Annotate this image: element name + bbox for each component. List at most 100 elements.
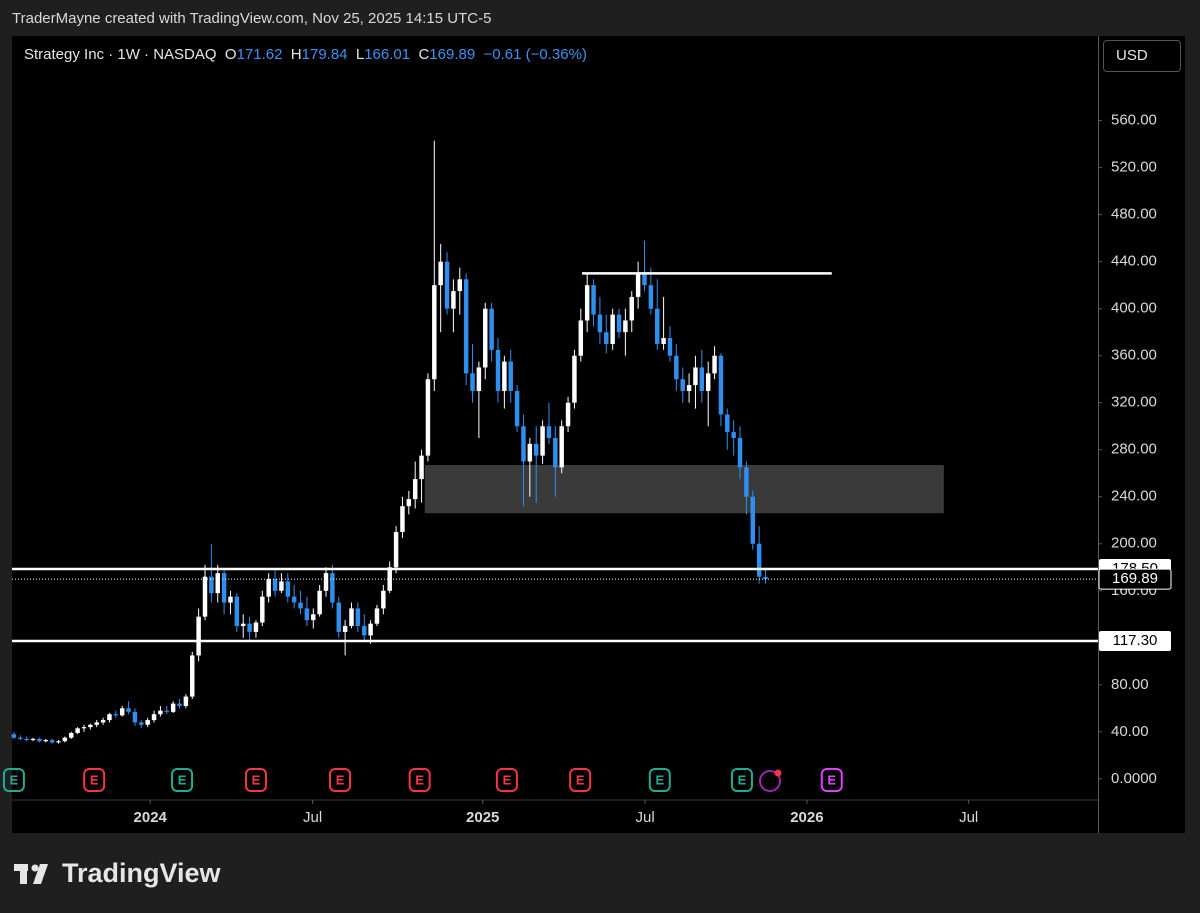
candle-body — [234, 596, 240, 627]
candle-body — [253, 622, 259, 632]
ohlc-value: 169.89 — [429, 46, 476, 63]
earnings-label: E — [576, 772, 585, 787]
candle-body — [107, 714, 112, 721]
earnings-icon — [569, 768, 592, 792]
candle-body — [744, 467, 749, 497]
candle-body — [311, 614, 316, 621]
candle-body — [406, 499, 412, 507]
candle-body — [132, 711, 138, 723]
candle-body — [629, 296, 634, 321]
earnings-icon — [2, 768, 25, 792]
candle-body — [228, 596, 233, 603]
candle-body — [693, 367, 698, 386]
ohlc-value: 179.84 — [301, 46, 348, 63]
candle-body — [342, 626, 348, 632]
candle-body — [151, 714, 157, 721]
candle-body — [126, 708, 131, 712]
candle-body — [642, 273, 647, 286]
candle-body — [387, 567, 392, 591]
candle-body — [521, 426, 526, 462]
candle-body — [533, 443, 539, 456]
candle-body — [323, 573, 329, 591]
earnings-label: E — [827, 772, 836, 787]
symbol: Strategy Inc · 1W · NASDAQ — [24, 46, 217, 63]
candle-body — [75, 728, 80, 734]
candle-body — [279, 581, 284, 591]
last-price-bg — [1098, 568, 1172, 590]
x-tick-label: 2026 — [790, 809, 823, 826]
candle-body — [183, 696, 189, 706]
candle-body — [170, 703, 176, 712]
candle-body — [553, 437, 558, 468]
x-tick-label: Jul — [636, 809, 655, 826]
candle-body — [336, 602, 341, 632]
y-tick-label: 240.00 — [1111, 488, 1157, 505]
earnings-label: E — [415, 772, 424, 787]
y-tick-label: 200.00 — [1111, 535, 1157, 552]
level-label-bg — [1099, 630, 1171, 651]
candle-body — [502, 361, 507, 391]
candle-body — [648, 285, 654, 309]
chart-background — [12, 36, 1185, 833]
candle-body — [24, 738, 29, 741]
candle-body — [597, 314, 603, 333]
candle-body — [616, 314, 622, 333]
candle-body — [362, 626, 367, 636]
candle-body — [686, 385, 692, 391]
brand-logo — [14, 864, 48, 884]
last-price-label: 169.89 — [1112, 570, 1158, 587]
level-label: 117.30 — [1113, 632, 1158, 649]
candle-body — [43, 740, 48, 742]
candle-body — [623, 320, 628, 333]
candle-body — [190, 655, 195, 697]
candle-body — [584, 285, 590, 321]
candle-body — [62, 737, 68, 742]
candle-body — [438, 261, 443, 286]
candle-body — [514, 390, 520, 427]
candle-body — [291, 596, 297, 603]
candle-body — [737, 437, 743, 468]
candle-body — [221, 573, 227, 603]
candle-body — [317, 590, 322, 615]
candle-body — [145, 720, 150, 725]
candle-body — [559, 426, 564, 468]
candle-body — [578, 320, 584, 356]
candle-body — [81, 727, 87, 729]
earnings-icon — [408, 768, 431, 792]
candle-body — [260, 596, 265, 623]
candle-body — [374, 608, 380, 624]
candle-body — [527, 443, 533, 462]
candle-body — [667, 338, 673, 356]
attribution: TraderMayne created with TradingView.com… — [12, 10, 492, 27]
candle-body — [139, 722, 144, 725]
currency-button[interactable]: USD — [1103, 40, 1181, 72]
candle-body — [731, 432, 736, 438]
candle-body — [400, 506, 405, 533]
candle-body — [661, 338, 666, 344]
candle-body — [88, 724, 93, 728]
candle-body — [202, 576, 208, 617]
y-tick-label: 320.00 — [1111, 394, 1157, 411]
candle-body — [655, 308, 660, 344]
dividend-icon — [759, 770, 781, 792]
candle-body — [463, 279, 469, 374]
candle-body — [164, 710, 170, 712]
candle-body — [483, 308, 488, 368]
dividend-dot — [774, 769, 782, 777]
earnings-icon — [730, 768, 753, 792]
earnings-icon — [495, 768, 518, 792]
candle-body — [635, 273, 641, 297]
y-tick-label: 80.00 — [1111, 676, 1149, 693]
candle-body — [158, 710, 163, 715]
x-tick-label: 2024 — [134, 809, 168, 826]
candle-body — [393, 532, 399, 568]
candle-body — [763, 577, 768, 580]
ohlc-value: 171.62 — [236, 46, 283, 63]
candle-body — [247, 623, 252, 632]
candle-body — [546, 426, 552, 438]
earnings-icon — [244, 768, 267, 792]
x-tick-label: Jul — [303, 809, 322, 826]
ohlc-label: L — [355, 46, 365, 63]
candle-body — [330, 573, 335, 603]
